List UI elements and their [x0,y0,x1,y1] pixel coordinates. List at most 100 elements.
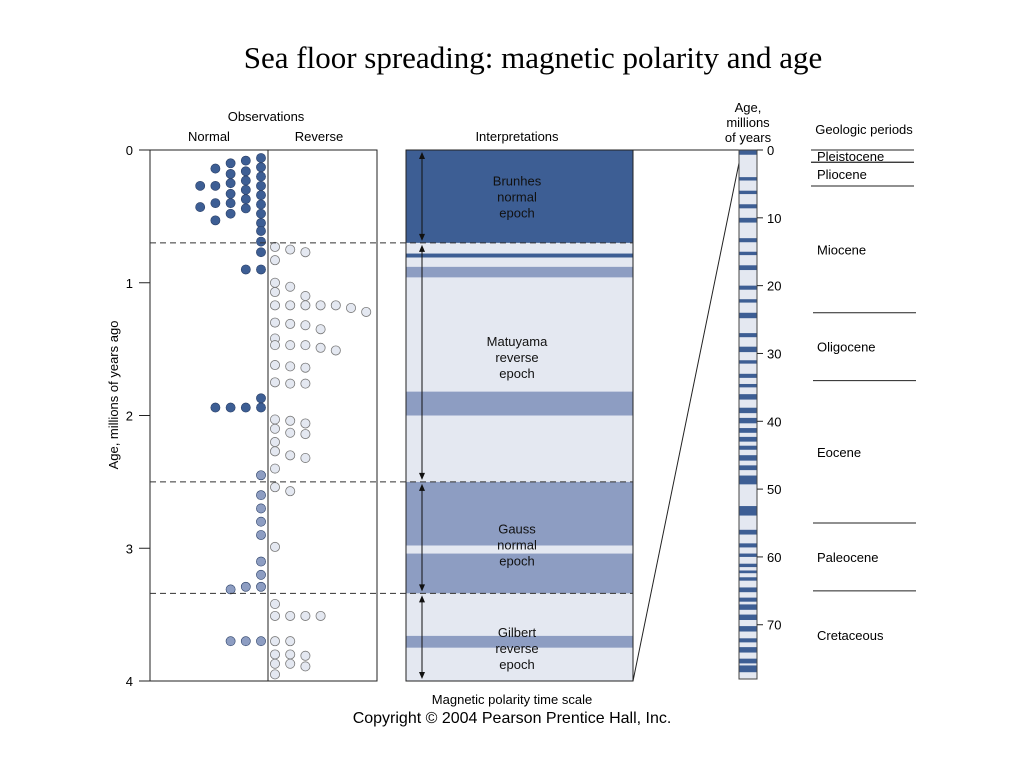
reverse-polarity-dot [330,300,341,311]
normal-column-label: Normal [188,129,230,144]
time-scale-normal-band [739,383,757,388]
time-scale-normal-band [739,597,757,602]
time-scale-ticks: 0 10 20 30 40 50 60 70 [757,143,781,633]
reverse-polarity-dot [269,277,280,288]
normal-polarity-dot [256,171,266,182]
reverse-polarity-dot [269,610,280,621]
epoch-label-line: Brunhes [493,173,542,188]
period-label: Pliocene [817,167,867,182]
time-scale-normal-band [739,407,757,414]
time-scale-normal-band [739,614,757,620]
epoch-label-line: epoch [499,366,534,381]
time-scale-normal-band [739,394,757,400]
normal-polarity-dot [256,236,266,247]
period-label: Cretaceous [817,628,884,643]
normal-polarity-dot [256,402,266,413]
time-scale-normal-band [739,577,757,581]
y-tick-label: 1 [126,276,133,291]
normal-polarity-dot [225,158,236,169]
reverse-polarity-dot [285,244,296,255]
normal-polarity-dot [210,180,221,191]
epoch-labels: BrunhesnormalepochMatuyamareverseepochGa… [487,173,548,671]
epoch-label-line: normal [497,189,537,204]
epoch-label-line: epoch [499,657,534,672]
time-scale-normal-band [739,543,757,548]
time-scale-normal-band [739,360,757,364]
normal-polarity-dot [240,264,251,275]
reverse-polarity-dot [269,658,280,669]
normal-polarity-dot [256,180,266,191]
time-scale-normal-band [739,587,757,593]
normal-polarity-dot [256,190,266,201]
time-scale-normal-band [739,417,757,424]
reverse-polarity-dot [300,340,311,351]
normal-polarity-dot [240,166,251,177]
reverse-polarity-dot [269,377,280,388]
normal-polarity-dot [240,203,251,214]
geologic-periods: Geologic periods Pleistocene Pliocene Mioc… [811,122,916,643]
epoch-boundary-lines [150,242,633,594]
reverse-polarity-dot [269,300,280,311]
reverse-polarity-dot [269,446,280,457]
observations-panel: Observations Normal Reverse Age, million… [106,109,378,689]
y-axis-label: Age, millions of years ago [106,321,121,470]
polarity-band-reverse [406,257,633,267]
y-axis-ticks: 0 1 2 3 4 [126,143,150,689]
epoch-arrowhead-up [419,595,425,603]
normal-polarity-dot [256,569,266,580]
period-label: Miocene [817,242,866,257]
time-scale-column: Age, millions of years 0 10 20 30 40 50 60 70 [725,100,781,680]
time-scale-normal-band [739,465,757,471]
reverse-polarity-dot [269,669,280,680]
normal-polarity-dot [240,184,251,195]
reverse-polarity-dot [269,636,280,647]
reverse-polarity-dot [315,342,326,353]
time-scale-normal-band [739,455,757,461]
period-label: Oligocene [817,340,876,355]
epoch-label-line: Gilbert [498,625,537,640]
reverse-polarity-dot [300,362,311,373]
time-scale-normal-band [739,475,757,485]
reverse-polarity-dot [269,360,280,371]
normal-polarity-dot [240,581,251,592]
reverse-polarity-dot [269,340,280,351]
reverse-polarity-dot [285,415,296,426]
normal-polarity-dot [240,636,251,647]
normal-polarity-dot [195,202,206,212]
epoch-arrowhead-down [419,472,425,480]
epoch-label-line: Matuyama [487,334,548,349]
reverse-polarity-dot [315,324,326,335]
time-scale-heading-2: millions [726,115,770,130]
epoch-arrowhead-up [419,152,425,159]
time-scale-normal-band [739,299,757,303]
epoch-label-line: epoch [499,205,534,220]
normal-polarity-dot [256,516,266,527]
reverse-polarity-dot [300,378,311,389]
time-scale-tick-label: 40 [767,414,781,429]
time-scale-normal-band [739,285,757,290]
reverse-polarity-dot [285,658,296,669]
normal-polarity-dot [225,168,236,179]
reverse-polarity-dot [285,300,296,311]
reverse-polarity-dot [300,610,311,621]
time-scale-normal-band [739,626,757,632]
normal-polarity-dot [210,198,221,208]
time-scale-tick-label: 0 [767,143,774,158]
normal-polarity-dot [256,208,266,219]
reverse-polarity-dot [285,610,296,621]
polarity-band-normal-light [406,635,633,648]
time-scale-normal-band [739,436,757,442]
reverse-polarity-dot [300,320,311,331]
time-scale-tick-label: 70 [767,618,781,633]
interpretations-panel: Interpretations BrunhesnormalepochMatuya… [405,129,634,682]
time-scale-normal-band [739,553,757,557]
time-scale-normal-band [739,665,757,673]
reverse-polarity-dot [285,649,296,660]
time-scale-normal-band [739,265,757,271]
polarity-band-normal [406,150,633,243]
normal-polarity-dot [225,188,236,199]
epoch-arrowhead-up [419,483,425,491]
interpretations-frame [405,149,634,682]
interpretations-heading: Interpretations [475,129,559,144]
